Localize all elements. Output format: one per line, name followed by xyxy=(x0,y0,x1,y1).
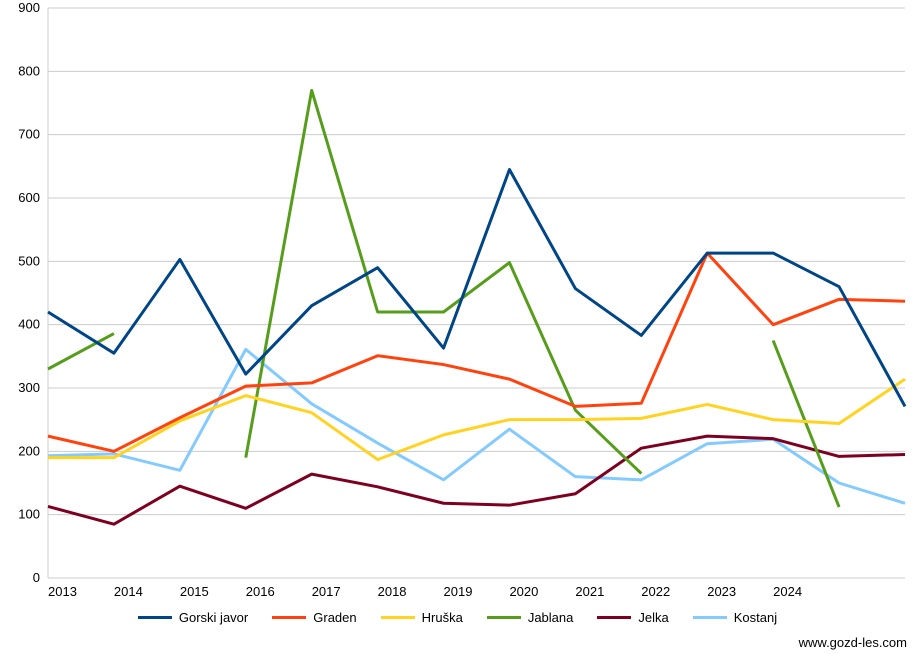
legend-item: Jablana xyxy=(487,610,574,625)
legend: Gorski javor Graden Hruška Jablana Jelka Kost… xyxy=(0,606,915,625)
svg-text:2015: 2015 xyxy=(180,584,209,599)
timber-price-chart: 0 100 200 300 400 500 600 700 800 900 2013 2014 2015… xyxy=(0,0,915,654)
legend-swatch xyxy=(138,616,172,619)
legend-swatch xyxy=(693,616,727,619)
svg-text:700: 700 xyxy=(18,127,40,142)
legend-swatch xyxy=(381,616,415,619)
svg-text:2020: 2020 xyxy=(509,584,538,599)
svg-text:2024: 2024 xyxy=(773,584,802,599)
legend-item: Kostanj xyxy=(693,610,777,625)
legend-label: Kostanj xyxy=(734,610,777,625)
svg-text:100: 100 xyxy=(18,507,40,522)
legend-swatch xyxy=(597,616,631,619)
svg-text:800: 800 xyxy=(18,63,40,78)
svg-text:900: 900 xyxy=(18,0,40,15)
legend-label: Jelka xyxy=(638,610,668,625)
svg-text:2013: 2013 xyxy=(48,584,77,599)
legend-label: Gorski javor xyxy=(179,610,248,625)
legend-item: Jelka xyxy=(597,610,668,625)
chart-canvas: 0 100 200 300 400 500 600 700 800 900 2013 2014 2015… xyxy=(0,0,915,654)
svg-text:2016: 2016 xyxy=(246,584,275,599)
legend-swatch xyxy=(272,616,306,619)
legend-swatch xyxy=(487,616,521,619)
legend-item: Graden xyxy=(272,610,356,625)
svg-text:0: 0 xyxy=(33,570,40,585)
svg-text:2021: 2021 xyxy=(575,584,604,599)
svg-text:2014: 2014 xyxy=(114,584,143,599)
svg-text:400: 400 xyxy=(18,317,40,332)
svg-text:2017: 2017 xyxy=(312,584,341,599)
legend-item: Hruška xyxy=(381,610,463,625)
svg-text:300: 300 xyxy=(18,380,40,395)
legend-label: Hruška xyxy=(422,610,463,625)
source-credit: www.gozd-les.com xyxy=(799,635,907,650)
svg-text:2019: 2019 xyxy=(444,584,473,599)
svg-text:500: 500 xyxy=(18,253,40,268)
svg-text:600: 600 xyxy=(18,190,40,205)
svg-text:2018: 2018 xyxy=(378,584,407,599)
legend-label: Jablana xyxy=(528,610,574,625)
svg-text:2023: 2023 xyxy=(707,584,736,599)
svg-text:200: 200 xyxy=(18,443,40,458)
legend-label: Graden xyxy=(313,610,356,625)
svg-text:2022: 2022 xyxy=(641,584,670,599)
legend-item: Gorski javor xyxy=(138,610,248,625)
